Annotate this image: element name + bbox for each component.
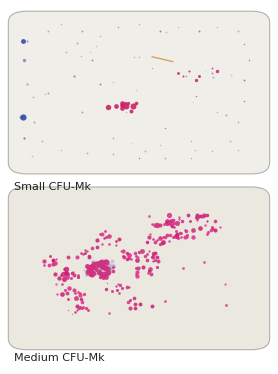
FancyBboxPatch shape — [8, 187, 270, 350]
Text: Medium CFU-Mk: Medium CFU-Mk — [14, 353, 105, 363]
Text: Small CFU-Mk: Small CFU-Mk — [14, 182, 91, 192]
FancyBboxPatch shape — [8, 11, 270, 174]
